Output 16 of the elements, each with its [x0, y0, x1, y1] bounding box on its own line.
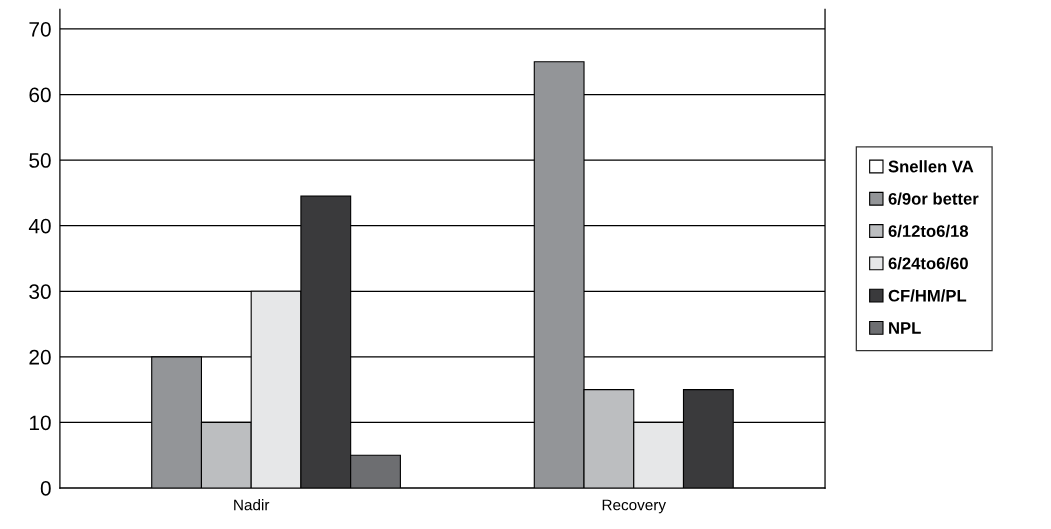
y-tick-label: 10 — [29, 415, 51, 431]
y-tick-label: 20 — [29, 349, 51, 365]
y-tick-label: 0 — [40, 481, 51, 496]
legend-label: 6/12to6/18 — [888, 224, 969, 238]
y-tick-label: 50 — [29, 153, 51, 168]
y-tick-label: 30 — [29, 284, 51, 300]
x-tick-label: Recovery — [602, 499, 666, 514]
legend-label: CF/HM/PL — [888, 289, 967, 302]
x-tick-label: Nadir — [234, 499, 270, 511]
legend-label: NPL — [889, 322, 921, 334]
y-tick-label: 70 — [29, 21, 51, 37]
y-tick-label: 40 — [28, 218, 51, 234]
legend-label: Snellen VA — [888, 160, 974, 173]
legend-label: 6/24to6/60 — [888, 257, 968, 270]
legend-label: 6/9or better — [888, 192, 979, 205]
y-tick-label: 60 — [29, 87, 51, 103]
